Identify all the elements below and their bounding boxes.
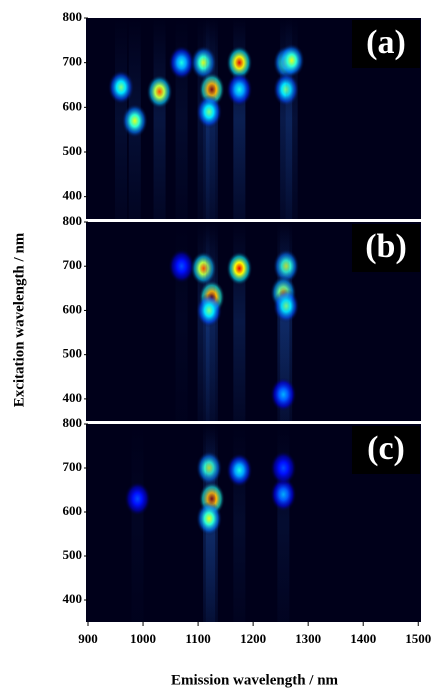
x-tick-label: 1300 xyxy=(295,631,321,646)
y-tick-label: 500 xyxy=(63,143,83,158)
x-tick-label: 1500 xyxy=(405,631,431,646)
peak xyxy=(270,377,297,412)
y-tick-label: 600 xyxy=(63,98,83,113)
x-tick-label: 1400 xyxy=(350,631,376,646)
x-tick-label: 1000 xyxy=(130,631,156,646)
panel-label-bg xyxy=(352,20,420,68)
peak xyxy=(168,249,195,284)
x-tick-label: 1100 xyxy=(185,631,210,646)
x-tick-label: 900 xyxy=(78,631,98,646)
peak xyxy=(196,94,223,129)
y-tick-label: 700 xyxy=(63,54,83,69)
peak xyxy=(270,451,297,485)
y-tick-label: 600 xyxy=(63,301,83,316)
streak xyxy=(233,18,246,219)
peak xyxy=(226,251,253,286)
y-axis-label: Excitation wavelength / nm xyxy=(11,232,27,407)
y-tick-label: 600 xyxy=(63,503,83,518)
panel-label-bg xyxy=(352,224,420,272)
panel-label: (a) xyxy=(366,24,406,61)
y-tick-label: 400 xyxy=(63,188,83,203)
panel-label-bg xyxy=(352,426,420,474)
x-tick-label: 1200 xyxy=(240,631,266,646)
streak xyxy=(131,424,144,622)
y-tick-label: 400 xyxy=(63,390,83,405)
heatmap xyxy=(124,424,297,622)
y-tick-label: 700 xyxy=(63,257,83,272)
streak xyxy=(115,18,128,219)
streak xyxy=(153,18,166,219)
peak xyxy=(226,453,253,488)
streak xyxy=(277,222,290,421)
heatmap xyxy=(108,18,305,219)
y-tick-label: 800 xyxy=(63,415,83,430)
peak xyxy=(146,74,173,109)
peak xyxy=(196,501,223,536)
y-tick-label: 500 xyxy=(63,547,83,562)
panel-label: (b) xyxy=(365,228,407,265)
peak xyxy=(196,293,223,328)
peak xyxy=(124,481,151,516)
peak xyxy=(121,103,148,138)
peak xyxy=(108,70,135,105)
heatmap xyxy=(168,222,300,421)
y-tick-label: 500 xyxy=(63,346,83,361)
y-tick-label: 400 xyxy=(63,591,83,606)
peak xyxy=(278,43,305,78)
peak xyxy=(226,72,253,107)
x-axis-label: Emission wavelength / nm xyxy=(171,672,339,688)
y-tick-label: 800 xyxy=(63,213,83,228)
peak xyxy=(168,45,195,80)
y-tick-label: 700 xyxy=(63,459,83,474)
panel-label: (c) xyxy=(367,430,405,467)
y-tick-label: 800 xyxy=(63,9,83,24)
